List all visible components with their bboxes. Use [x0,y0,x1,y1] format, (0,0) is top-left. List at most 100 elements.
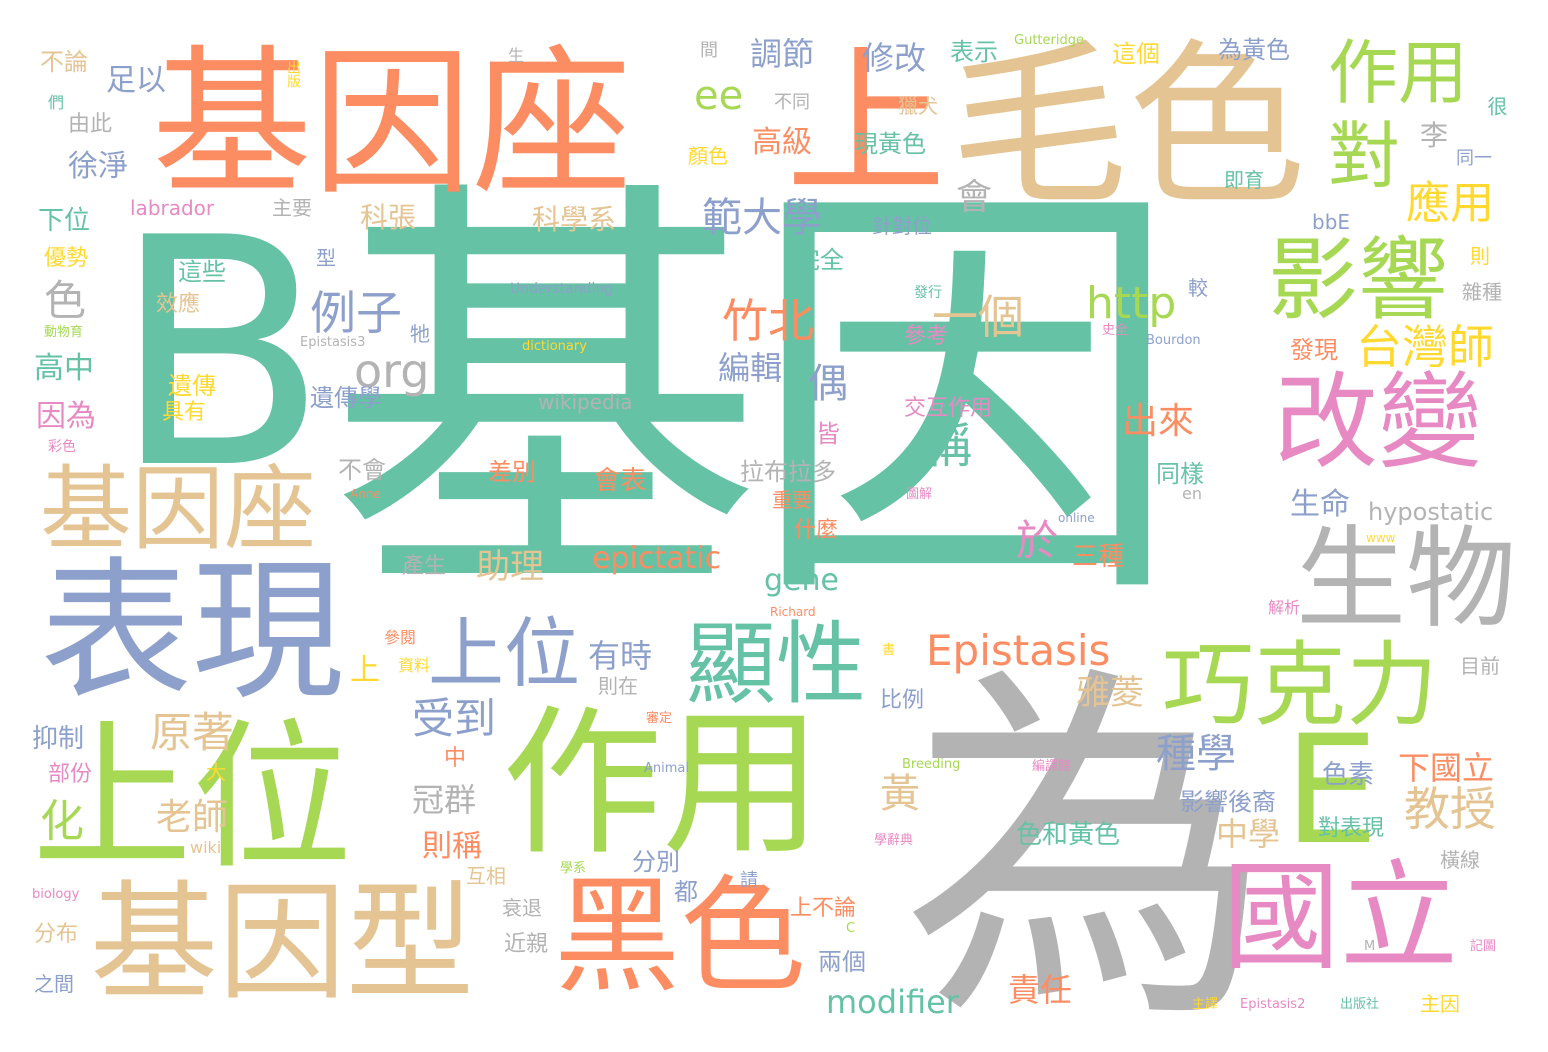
word: 牠 [410,322,430,346]
word: ee [694,73,744,119]
word: 科學系 [532,203,617,236]
word: 偶 [808,361,848,407]
word: 為 [902,638,1272,1052]
word: 表示 [950,38,998,66]
word: 主譯 [1192,997,1219,1012]
word: 對表現 [1318,816,1385,841]
word: 遺傳 [168,372,216,400]
word: 徐淨 [68,149,128,184]
word: 生物 [1296,515,1516,643]
word: 編譯館 [1032,759,1072,774]
word: 獵犬 [898,94,938,118]
word: 生 [508,46,525,65]
word: 上位 [32,704,353,891]
word: 針對位 [872,214,932,238]
word: labrador [130,196,215,220]
word: 化 [40,796,84,847]
word: 種學 [1156,731,1236,777]
word: 分布 [34,922,79,947]
word: 作用 [1328,32,1468,114]
word: 參閱 [384,628,417,647]
word: 遺傳學 [310,384,382,412]
word: 改變 [1274,361,1483,483]
word: 責任 [1008,971,1073,1009]
word: 學辭典 [874,833,914,848]
word: 李 [1420,119,1449,152]
word: 型 [316,246,336,270]
word: bbE [1312,210,1351,234]
word: 分別 [632,848,680,876]
word: hypostatic [1368,498,1494,526]
word: 解析 [1268,598,1301,617]
word: 雜種 [1462,280,1502,304]
word: 於 [1016,516,1059,565]
word: 重要 [772,488,812,512]
word: 對 [1328,114,1401,198]
word: 即育 [1224,168,1264,192]
word: 毛色 [950,23,1306,230]
word: 顯性 [686,612,866,717]
word: 發現 [1290,336,1338,364]
word: B [112,172,329,538]
word: 生命 [1290,487,1350,522]
word: 高中 [34,351,94,386]
word: 例子 [310,286,402,340]
word: 一個 [932,290,1024,344]
word: 色和黃色 [1016,820,1121,850]
word: 互相 [466,864,506,888]
word: 主要 [272,196,312,220]
word: M [1364,939,1376,954]
word: 上不論 [790,896,857,921]
word: 調節 [750,35,815,73]
word: 這個 [1112,40,1160,68]
word: 目前 [1460,654,1500,678]
word: 產生 [402,554,447,579]
word: 出來 [1122,401,1195,442]
word: 間 [700,40,718,61]
word: 三種 [1072,542,1125,572]
word: 書 [882,643,896,658]
word: 冠群 [412,781,477,819]
word: 皆 [816,420,840,448]
word: 上位 [428,609,580,698]
word: 修改 [862,39,927,77]
word: 應用 [1406,178,1494,229]
word: Anne [350,487,381,501]
word: www [1366,531,1396,545]
word: 則稱 [422,829,482,864]
word: 顏色 [688,144,728,168]
word: 竹北 [722,294,814,348]
word: 原著 [150,708,235,757]
word: 記圖 [1470,939,1497,954]
word: en [1182,484,1202,503]
word: 教授 [1404,782,1496,836]
word: 黑色 [554,863,806,1010]
word: 為黃色 [1218,36,1290,64]
word: modifier [826,983,959,1021]
word: 高級 [752,125,812,160]
word: 雅菱 [1076,673,1144,713]
word: 出版社 [1340,997,1380,1012]
word: 中學 [1216,815,1281,853]
word: online [1058,511,1095,525]
word: 這些 [178,258,226,286]
word: 範大學 [702,195,822,241]
word: 部份 [48,762,93,787]
word: 巧克力 [1162,632,1439,739]
word: 出版 [285,60,301,88]
word: 大 [206,760,226,784]
word: 足以 [106,63,166,98]
word: 都 [674,878,698,906]
word: 現黃色 [854,130,926,158]
word: 交互作用 [904,396,993,421]
word: 上 [786,30,947,217]
word: 助理 [476,547,544,587]
word: 不同 [774,92,810,113]
word: org [354,344,430,398]
word: 不會 [338,456,386,484]
word: 動物育 [44,325,84,340]
word: biology [32,887,80,902]
word: 衰退 [502,896,542,920]
word: 國立 [1222,848,1459,986]
word: 發行 [914,285,942,301]
